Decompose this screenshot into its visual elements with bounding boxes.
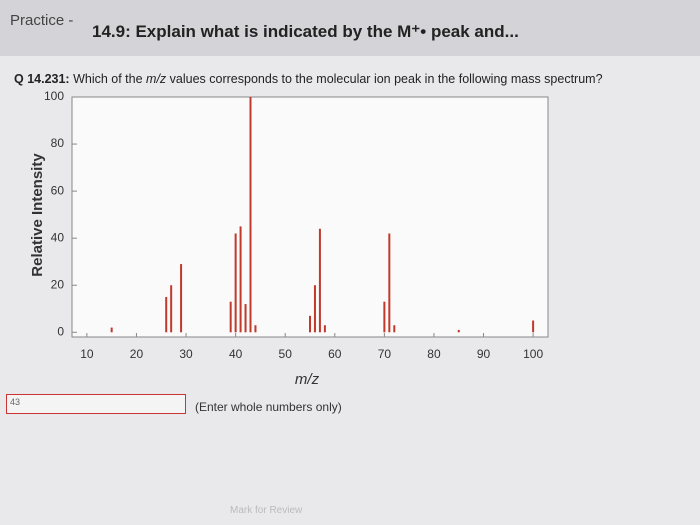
peak	[388, 233, 391, 333]
question-text: Which of the	[73, 72, 143, 86]
peak	[532, 320, 535, 333]
peak	[229, 301, 232, 333]
peak	[180, 264, 183, 333]
peak	[239, 226, 242, 333]
x-tick-label: 60	[328, 347, 342, 361]
plot-frame	[71, 96, 549, 338]
x-tick-label: 100	[523, 347, 543, 361]
peak	[165, 297, 168, 333]
peak	[457, 329, 460, 333]
x-axis-label: m/z	[295, 371, 320, 388]
x-tick-label: 50	[279, 347, 293, 361]
peak	[254, 325, 257, 333]
header-title: 14.9: Explain what is indicated by the M…	[92, 22, 519, 41]
peak	[313, 285, 316, 333]
peak	[249, 97, 252, 333]
x-tick-label: 30	[179, 347, 193, 361]
peak	[170, 285, 173, 333]
x-tick-label: 90	[477, 347, 491, 361]
y-axis-label: Relative Intensity	[29, 153, 46, 277]
header-bar: Practice - 14.9: Explain what is indicat…	[0, 0, 700, 56]
question-text: values corresponds to the molecular ion …	[169, 72, 603, 86]
peak	[309, 315, 311, 333]
header-prefix: Practice -	[10, 12, 74, 29]
y-tick-label: 0	[57, 324, 64, 338]
peak	[323, 325, 326, 333]
y-tick-label: 20	[51, 277, 65, 291]
peak	[110, 327, 113, 333]
peak	[383, 301, 386, 333]
question-number: Q 14.231:	[14, 72, 70, 86]
answer-input[interactable]: 43	[6, 394, 186, 414]
x-tick-label: 40	[229, 347, 243, 361]
question-italic: m/z	[146, 72, 167, 86]
x-tick-label: 70	[378, 347, 392, 361]
peak	[244, 304, 247, 333]
x-tick-label: 10	[80, 347, 94, 361]
peak	[393, 325, 396, 333]
y-tick-label: 60	[51, 183, 65, 197]
y-tick-label: 80	[51, 136, 65, 150]
x-tick-label: 80	[427, 347, 441, 361]
x-tick-label: 20	[130, 347, 144, 361]
peak	[318, 228, 321, 333]
answer-hint: (Enter whole numbers only)	[195, 400, 342, 414]
y-tick-label: 100	[44, 89, 64, 103]
y-tick-label: 40	[51, 230, 65, 244]
mark-for-review[interactable]: Mark for Review	[230, 505, 303, 516]
question: Q 14.231: Which of the m/z values corres…	[14, 72, 603, 86]
peak	[234, 233, 237, 333]
